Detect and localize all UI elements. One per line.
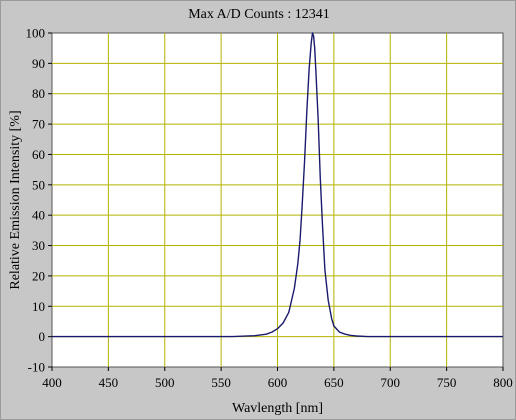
- x-axis-title: Wavlength [nm]: [232, 401, 323, 416]
- y-tick-labels: -10 0 10 20 30 40 50 60 70 80 90 100: [26, 26, 52, 375]
- spectrum-line: [52, 32, 503, 338]
- x-tick-label: 500: [155, 375, 175, 390]
- y-tick-label: 70: [32, 117, 45, 132]
- x-tick-labels: 400 450 500 550 600 650 700 750 800: [42, 367, 513, 390]
- x-tick-label: 550: [211, 375, 231, 390]
- y-tick-label: -10: [28, 360, 45, 375]
- y-tick-label: 80: [32, 86, 45, 101]
- chart-title: Max A/D Counts : 12341: [188, 7, 330, 22]
- x-tick-label: 700: [381, 375, 401, 390]
- x-tick-label: 600: [268, 375, 288, 390]
- x-tick-label: 450: [99, 375, 119, 390]
- y-tick-label: 90: [32, 56, 45, 71]
- y-tick-label: 100: [26, 26, 46, 41]
- y-axis-title: Relative Emission Intensity [%]: [8, 110, 23, 289]
- x-tick-label: 750: [437, 375, 457, 390]
- x-tick-label: 800: [493, 375, 513, 390]
- y-tick-label: 10: [32, 299, 45, 314]
- x-tick-label: 400: [42, 375, 62, 390]
- y-tick-label: 60: [32, 147, 45, 162]
- y-tick-label: 0: [39, 329, 46, 344]
- y-tick-label: 20: [32, 268, 45, 283]
- y-tick-label: 50: [32, 177, 45, 192]
- y-tick-label: 30: [32, 238, 45, 253]
- y-tick-label: 40: [32, 208, 45, 223]
- x-tick-label: 650: [324, 375, 344, 390]
